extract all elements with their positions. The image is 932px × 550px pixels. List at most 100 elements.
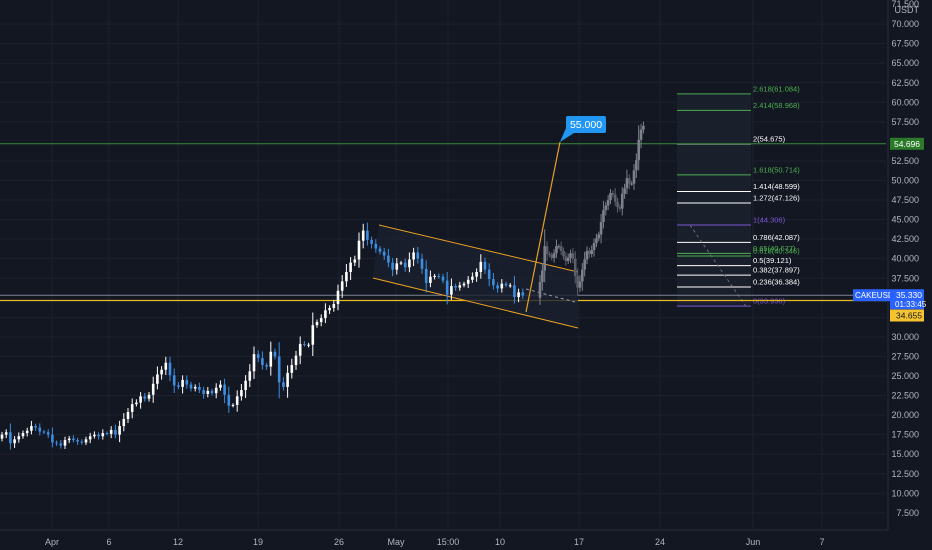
candle xyxy=(135,402,138,405)
fib-level-label: 0.618(40.346) xyxy=(753,246,800,255)
resistance-price-value: 54.696 xyxy=(894,139,920,149)
candle xyxy=(206,390,210,394)
candle xyxy=(164,362,168,370)
price-tick-label: 50.000 xyxy=(891,176,919,186)
candle xyxy=(340,281,344,291)
candle xyxy=(307,344,310,346)
candle xyxy=(382,251,386,256)
projection-candle xyxy=(599,221,603,235)
time-tick-label: 10 xyxy=(495,537,505,547)
projection-candle xyxy=(618,207,622,209)
projection-candle xyxy=(639,129,643,140)
candle xyxy=(450,286,453,295)
candle xyxy=(17,436,21,440)
target-price-callout[interactable]: 55.000 xyxy=(560,116,606,142)
projection-candle xyxy=(548,254,551,256)
candle xyxy=(256,354,260,359)
candle xyxy=(59,443,63,446)
candle xyxy=(433,275,436,277)
candle xyxy=(269,351,273,367)
price-tick-label: 67.500 xyxy=(891,39,919,49)
candle xyxy=(80,441,84,443)
projection-candle xyxy=(578,281,582,288)
projection-candle xyxy=(543,246,546,271)
candle xyxy=(252,354,256,372)
price-axis[interactable]: 71.500 USDT 7.500 10.000 12.500 15.000 17.50… xyxy=(891,0,919,518)
price-tick-label: 52.500 xyxy=(891,156,919,166)
candle xyxy=(51,434,54,443)
price-tick-label: 57.500 xyxy=(891,117,919,127)
projection-candle xyxy=(602,210,605,222)
price-tick-label: 10.000 xyxy=(891,488,919,498)
candle xyxy=(172,375,176,386)
candle xyxy=(462,283,466,286)
price-tick-label: 70.000 xyxy=(891,19,919,29)
fib-level-label: 2(54.675) xyxy=(753,134,786,143)
candle xyxy=(403,262,407,268)
projection-candle xyxy=(555,246,558,254)
projection-candle xyxy=(573,258,577,276)
candle xyxy=(88,436,92,440)
candle xyxy=(168,362,172,376)
candle xyxy=(487,269,491,280)
fib-zone-fill xyxy=(677,93,751,307)
candle xyxy=(223,384,226,395)
time-axis[interactable]: Apr 6 12 19 26 May 15:00 10 17 24 Jun 7 xyxy=(45,537,825,547)
candle xyxy=(315,322,319,326)
candle xyxy=(198,386,201,391)
price-tick-label: 47.500 xyxy=(891,195,919,205)
candle xyxy=(181,379,184,387)
candle xyxy=(193,386,197,389)
candle xyxy=(303,343,306,345)
projection-candle xyxy=(597,234,601,239)
projection-candle xyxy=(538,282,542,298)
candle xyxy=(357,240,361,260)
projection-candle xyxy=(571,253,575,259)
projection-candle xyxy=(630,183,633,185)
candle xyxy=(261,358,264,366)
candle xyxy=(55,442,58,444)
support-price-tag: 34.655 xyxy=(890,309,924,322)
candle xyxy=(378,248,382,252)
projection-candle xyxy=(637,139,640,161)
projection-candle xyxy=(569,253,572,258)
target-projection-line xyxy=(525,141,561,313)
candle xyxy=(189,384,193,389)
price-tick-label: 25.000 xyxy=(891,371,919,381)
candle xyxy=(177,385,180,387)
price-tick-label: 15.000 xyxy=(891,449,919,459)
candle-countdown: 01:33:45 xyxy=(895,300,927,309)
candle xyxy=(311,325,315,345)
candle xyxy=(240,390,243,397)
candle xyxy=(143,396,147,399)
projection-candle xyxy=(606,200,610,206)
projection-candle xyxy=(562,250,565,257)
projection-candle xyxy=(613,194,617,202)
projection-candle xyxy=(620,193,624,209)
candle xyxy=(349,262,352,272)
time-tick-label: 24 xyxy=(655,537,665,547)
price-axis-currency: USDT xyxy=(895,5,920,15)
time-tick-label: 15:00 xyxy=(437,537,460,547)
candle xyxy=(13,439,16,444)
projection-candle xyxy=(576,275,579,288)
candle xyxy=(273,351,277,357)
candle xyxy=(294,355,298,366)
fib-level-label: 0.65(40.677) xyxy=(753,244,796,253)
fib-level-label: 0.786(42.087) xyxy=(753,233,800,242)
candle xyxy=(105,433,109,435)
candle xyxy=(370,239,373,244)
candle xyxy=(395,263,399,270)
candle xyxy=(374,243,378,249)
fib-level-label: 0.382(37.897) xyxy=(753,266,800,275)
candle xyxy=(319,318,323,323)
candle xyxy=(475,271,478,277)
time-tick-label: 26 xyxy=(334,537,344,547)
candle xyxy=(46,432,50,435)
projection-candle xyxy=(566,257,570,262)
candle xyxy=(441,276,445,281)
candle xyxy=(97,434,100,437)
candle xyxy=(84,439,88,443)
candle xyxy=(160,369,163,375)
